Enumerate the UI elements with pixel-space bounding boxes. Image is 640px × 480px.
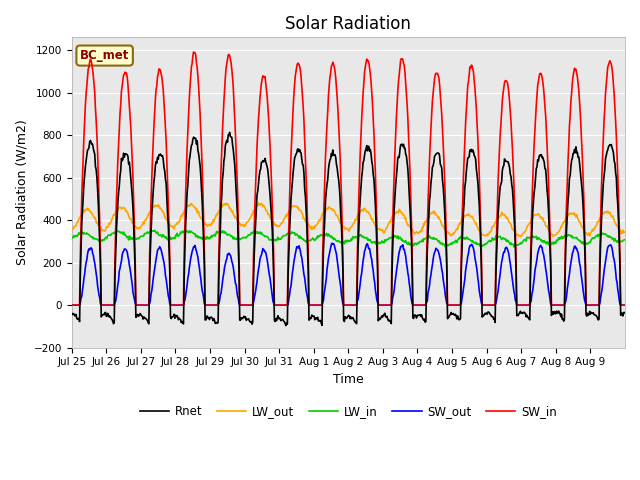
SW_out (132, 302, 140, 308)
SW_out (283, 302, 291, 308)
SW_in (621, 302, 629, 308)
LW_out (234, 218, 242, 224)
Rnet (407, 221, 415, 227)
Line: SW_out: SW_out (72, 243, 625, 305)
LW_out (255, 200, 262, 206)
LW_in (621, 237, 629, 242)
SW_out (406, 286, 414, 291)
Rnet (621, 310, 629, 316)
SW_in (262, 86, 270, 92)
Rnet (284, 273, 292, 279)
LW_in (151, 228, 159, 233)
SW_in (284, 302, 291, 308)
Line: LW_in: LW_in (72, 230, 625, 247)
LW_out (284, 212, 291, 217)
Rnet (282, 323, 290, 328)
Rnet (132, 314, 140, 320)
Rnet (68, 310, 76, 316)
LW_in (132, 237, 140, 242)
SW_in (132, 302, 140, 308)
LW_in (68, 235, 76, 241)
SW_in (406, 170, 414, 176)
Y-axis label: Solar Radiation (W/m2): Solar Radiation (W/m2) (15, 120, 28, 265)
LW_in (235, 236, 243, 241)
LW_out (406, 225, 414, 230)
LW_in (510, 244, 518, 250)
LW_in (284, 230, 291, 236)
SW_in (235, 250, 243, 256)
X-axis label: Time: Time (333, 373, 364, 386)
LW_out (68, 227, 76, 233)
Rnet (262, 161, 270, 167)
SW_out (262, 250, 269, 255)
Rnet (226, 130, 234, 135)
Line: LW_out: LW_out (72, 203, 625, 237)
LW_out (437, 219, 445, 225)
LW_out (621, 229, 629, 235)
SW_out (621, 302, 629, 308)
SW_out (68, 302, 76, 308)
Legend: Rnet, LW_out, LW_in, SW_out, SW_in: Rnet, LW_out, LW_in, SW_out, SW_in (135, 400, 562, 422)
SW_in (189, 49, 197, 55)
SW_out (234, 296, 242, 301)
LW_in (437, 240, 445, 246)
SW_out (437, 261, 445, 267)
SW_in (437, 101, 445, 107)
LW_in (406, 241, 414, 247)
LW_out (516, 234, 524, 240)
Line: SW_in: SW_in (72, 52, 625, 305)
Rnet (438, 166, 445, 171)
Rnet (235, 267, 243, 273)
Text: BC_met: BC_met (80, 49, 129, 62)
SW_in (68, 302, 76, 308)
Title: Solar Radiation: Solar Radiation (285, 15, 412, 33)
SW_out (328, 240, 336, 246)
Line: Rnet: Rnet (72, 132, 625, 325)
LW_in (262, 234, 270, 240)
LW_out (132, 225, 140, 230)
LW_out (262, 208, 270, 214)
